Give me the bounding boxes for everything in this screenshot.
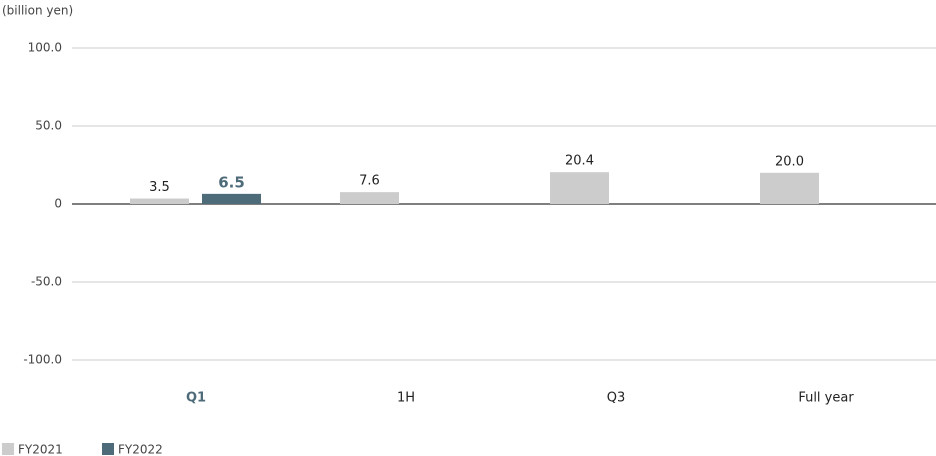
y-tick-label: 50.0	[35, 119, 62, 133]
x-tick-label: Q3	[607, 391, 626, 406]
value-label: 7.6	[359, 174, 380, 189]
y-tick-label: -100.0	[23, 353, 62, 367]
x-tick-label: Q1	[186, 391, 206, 406]
unit-label: (billion yen)	[2, 4, 73, 18]
value-label: 6.5	[218, 173, 245, 191]
legend-label: FY2021	[18, 443, 63, 456]
y-tick-label: 0	[54, 197, 62, 211]
bar	[340, 192, 399, 204]
bar	[202, 193, 261, 204]
value-label: 3.5	[149, 180, 170, 195]
y-tick-label: 100.0	[28, 41, 62, 55]
value-label: 20.0	[775, 154, 804, 169]
bar	[550, 172, 609, 204]
x-tick-label: Full year	[798, 391, 854, 406]
value-label: 20.4	[565, 154, 594, 169]
legend-swatch	[2, 443, 14, 455]
x-tick-label: 1H	[397, 391, 415, 406]
legend-label: FY2022	[118, 443, 163, 456]
bar	[130, 198, 189, 204]
legend-swatch	[102, 443, 114, 455]
y-tick-label: -50.0	[31, 275, 62, 289]
bar	[760, 172, 819, 204]
